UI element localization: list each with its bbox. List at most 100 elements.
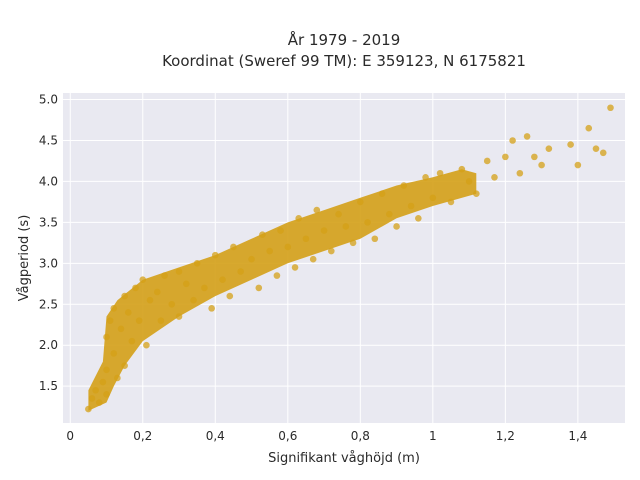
data-point [473,190,480,198]
data-point [255,284,263,292]
data-point [143,341,150,349]
data-point [103,366,110,374]
data-point [309,255,317,263]
y-tick-label: 4.5 [39,133,58,147]
y-tick-label: 4.0 [39,174,58,188]
data-point [103,333,110,341]
data-point [545,145,553,152]
data-point [429,194,437,202]
data-point [139,276,147,283]
data-point [342,223,350,230]
data-point [208,305,215,312]
data-point [335,210,342,218]
data-point [273,272,281,279]
data-point [483,157,491,165]
data-point [168,300,176,308]
data-point [422,174,429,181]
data-point [121,362,128,369]
dense-point-cloud [88,169,477,411]
data-point [248,255,255,263]
data-point [393,223,400,230]
data-point [88,395,96,402]
data-point [157,317,165,324]
data-points [85,104,614,413]
data-point [95,399,103,406]
data-point [92,386,99,394]
data-point [124,309,132,316]
data-point [538,161,545,169]
chart-title: År 1979 - 2019 [288,30,401,49]
data-point [386,210,393,218]
data-point [599,149,607,157]
data-point [117,325,125,333]
data-point [153,288,161,296]
data-point [114,374,121,382]
x-tick-label: 0,4 [206,429,225,443]
data-point [135,317,143,324]
y-axis-title: Vågperiod (s) [17,215,32,302]
data-point [371,235,379,243]
x-tick-label: 0,6 [278,429,297,443]
data-point [458,165,466,173]
data-point [523,133,531,140]
data-point [567,141,574,148]
y-tick-labels: 1.5 2.0 2.5 3.0 3.5 4.0 4.5 5.0 [39,93,58,394]
data-point [161,272,168,279]
data-point [219,276,226,283]
data-point [400,182,408,189]
data-point [175,313,183,320]
chart-subtitle: Koordinat (Sweref 99 TM): E 359123, N 61… [162,52,526,70]
x-tick-label: 1 [429,429,437,443]
x-tick-label: 1,4 [568,429,587,443]
data-point [175,268,183,275]
data-point [436,169,444,177]
data-point [190,296,197,304]
data-point [132,284,139,292]
data-point [146,296,154,304]
data-point [211,251,219,259]
data-point [502,153,509,161]
data-point [182,280,190,288]
data-point [465,178,473,185]
data-point [277,227,284,234]
data-point [349,239,357,247]
x-tick-labels: 0 0,2 0,4 0,6 0,8 1 1,2 1,4 [66,429,587,443]
data-point [266,247,273,255]
x-tick-label: 0,2 [133,429,152,443]
data-point [284,243,292,251]
data-point [415,214,422,222]
data-point [85,405,92,413]
data-point [128,337,136,345]
x-tick-label: 0,8 [351,429,370,443]
data-point [592,145,600,152]
plot-background [63,93,625,423]
y-tick-label: 2.5 [39,297,58,311]
data-point [491,174,498,181]
data-point [447,198,455,206]
data-point [585,124,593,132]
y-tick-label: 3.0 [39,256,58,270]
data-point [357,198,364,206]
y-tick-label: 1.5 [39,379,58,393]
data-point [259,231,266,238]
data-point [295,214,302,222]
data-point [226,292,234,300]
data-point [509,137,516,144]
x-axis-title: Signifikant våghöjd (m) [268,451,420,466]
data-point [574,161,582,169]
data-point [531,153,538,161]
data-point [99,378,107,386]
data-point [110,305,118,312]
data-point [193,260,201,267]
data-point [607,104,614,112]
data-point [328,247,335,255]
data-point [302,235,310,243]
data-point [313,206,321,214]
data-point [106,317,114,324]
data-point [201,284,208,292]
data-point [103,391,110,398]
data-point [110,350,118,357]
data-point [121,292,128,300]
x-tick-label: 1,2 [496,429,515,443]
